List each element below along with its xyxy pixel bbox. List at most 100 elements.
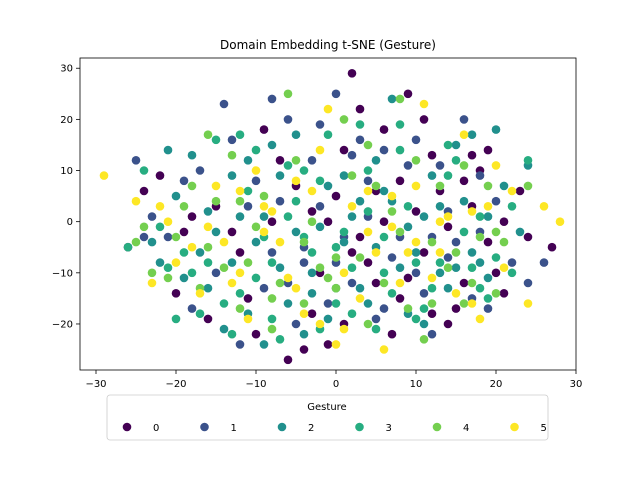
point-gesture-3 [491,253,501,262]
point-gesture-4 [451,248,461,257]
point-gesture-2 [323,181,333,191]
point-gesture-2 [275,171,285,180]
point-gesture-4 [363,319,373,329]
point-gesture-3 [411,314,421,324]
point-gesture-3 [475,283,485,293]
point-gesture-1 [323,299,333,308]
point-gesture-2 [443,283,453,293]
point-gesture-1 [427,329,437,339]
point-gesture-4 [147,268,157,278]
point-gesture-5 [459,130,469,139]
point-gesture-5 [355,294,365,303]
point-gesture-2 [427,171,437,180]
point-gesture-1 [387,253,397,262]
point-gesture-1 [435,161,445,170]
point-gesture-0 [387,329,397,339]
point-gesture-2 [483,273,493,283]
point-gesture-2 [147,237,157,247]
point-gesture-2 [219,324,229,334]
point-gesture-2 [251,237,261,247]
point-gesture-2 [371,156,381,165]
point-gesture-5 [347,202,357,211]
point-gesture-1 [147,212,157,221]
point-gesture-5 [363,227,373,237]
point-gesture-1 [331,89,341,99]
point-gesture-0 [275,156,285,165]
point-gesture-3 [235,130,245,139]
point-gesture-1 [371,314,381,324]
point-gesture-3 [123,242,133,252]
point-gesture-5 [395,278,405,288]
point-gesture-2 [411,248,421,257]
point-gesture-3 [467,263,477,273]
point-gesture-3 [163,263,173,273]
point-gesture-5 [275,237,285,247]
point-gesture-1 [347,150,357,160]
point-gesture-0 [347,69,357,78]
point-gesture-3 [507,202,517,211]
point-gesture-5 [235,268,245,278]
point-gesture-1 [411,268,421,278]
point-gesture-2 [235,212,245,221]
legend-label-3: 3 [386,423,392,434]
point-gesture-0 [179,227,189,237]
point-gesture-4 [187,181,197,191]
point-gesture-4 [467,278,477,288]
point-gesture-4 [459,299,469,308]
point-gesture-4 [347,171,357,180]
x-tick-label: 10 [410,379,423,390]
point-gesture-0 [411,207,421,216]
point-gesture-2 [451,140,461,150]
point-gesture-2 [227,258,237,267]
point-gesture-4 [435,181,445,191]
point-gesture-4 [491,289,501,298]
point-gesture-5 [523,299,533,308]
point-gesture-1 [379,145,389,155]
point-gesture-4 [371,181,381,191]
point-gesture-2 [259,340,269,349]
point-gesture-5 [187,242,197,252]
point-gesture-3 [331,242,341,252]
point-gesture-3 [387,289,397,298]
point-gesture-0 [251,329,261,339]
point-gesture-4 [291,156,301,165]
point-gesture-0 [363,258,373,267]
point-gesture-5 [171,258,181,267]
point-gesture-2 [363,299,373,308]
point-gesture-4 [427,237,437,247]
point-gesture-2 [419,212,429,221]
point-gesture-0 [443,222,453,232]
point-gesture-5 [467,207,477,216]
point-gesture-2 [307,268,317,278]
point-gesture-2 [467,130,477,139]
point-gesture-4 [243,258,253,267]
point-gesture-0 [323,340,333,349]
point-gesture-4 [395,94,405,104]
legend-marker-1 [200,422,209,432]
point-gesture-5 [323,104,333,114]
y-tick-label: 10 [60,166,73,177]
point-gesture-4 [179,202,189,211]
point-gesture-2 [491,125,501,134]
legend-marker-0 [122,422,132,432]
point-gesture-5 [131,196,141,206]
point-gesture-4 [363,140,373,150]
point-gesture-5 [475,314,485,324]
point-gesture-1 [475,171,485,180]
point-gesture-0 [467,150,477,160]
point-gesture-1 [459,115,469,124]
legend-label-4: 4 [463,423,469,434]
point-gesture-0 [355,232,365,242]
point-gesture-0 [515,186,525,196]
point-gesture-0 [483,145,493,155]
point-gesture-3 [283,161,293,170]
point-gesture-4 [483,181,493,191]
point-gesture-4 [203,130,213,139]
point-gesture-3 [251,273,261,283]
point-gesture-5 [203,222,213,232]
y-tick-label: −20 [52,319,73,330]
point-gesture-4 [211,196,221,206]
point-gesture-3 [139,166,149,175]
point-gesture-5 [539,202,549,211]
point-gesture-1 [443,253,453,262]
